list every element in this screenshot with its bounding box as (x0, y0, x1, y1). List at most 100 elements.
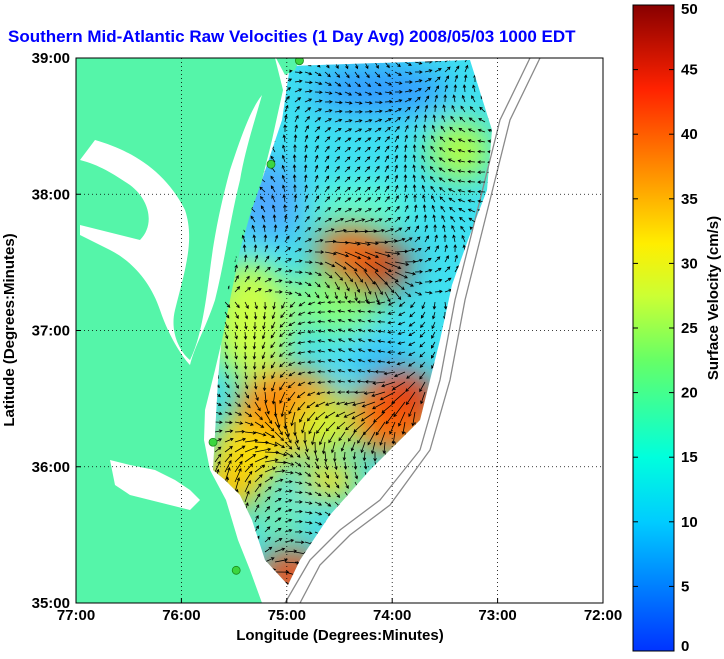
x-tick-label: 72:00 (584, 607, 622, 624)
velocity-arrow (367, 431, 376, 446)
velocity-arrow (271, 391, 276, 405)
velocity-arrow (461, 94, 466, 103)
velocity-arrow (280, 311, 286, 319)
velocity-arrow (264, 467, 277, 473)
velocity-arrow (234, 371, 239, 380)
velocity-arrow (431, 195, 436, 203)
velocity-arrow (294, 114, 299, 123)
velocity-arrow (270, 361, 276, 369)
velocity-arrow (334, 109, 343, 114)
velocity-arrow (284, 470, 294, 475)
velocity-arrow (354, 146, 361, 153)
velocity-arrow (374, 175, 380, 183)
velocity-arrow (384, 165, 389, 173)
velocity-arrow (394, 116, 401, 123)
velocity-arrow (234, 381, 239, 389)
velocity-arrow (354, 101, 363, 105)
velocity-arrow (324, 136, 331, 143)
x-tick-label: 77:00 (57, 607, 95, 624)
velocity-arrow (307, 320, 316, 325)
velocity-arrow (234, 351, 238, 360)
velocity-arrow (384, 251, 401, 256)
velocity-arrow (314, 184, 319, 193)
velocity-arrow (314, 501, 323, 506)
velocity-arrow (367, 338, 376, 343)
colorbar: 0 5 10 15 20 25 30 35 40 45 50 Surface Velocity (c… (632, 1, 722, 655)
velocity-arrow (254, 483, 262, 493)
velocity-arrow (352, 451, 357, 460)
velocity-arrow (393, 371, 406, 378)
velocity-arrow (334, 218, 345, 223)
velocity-arrow (314, 135, 320, 143)
velocity-arrow (334, 196, 341, 203)
velocity-arrow (394, 174, 399, 183)
velocity-arrow (364, 229, 378, 233)
velocity-arrow (431, 331, 436, 339)
velocity-arrow (366, 300, 376, 305)
velocity-arrow (360, 411, 376, 422)
velocity-arrow (335, 411, 346, 417)
velocity-arrow (304, 80, 313, 85)
velocity-arrow (262, 381, 267, 392)
velocity-arrow (450, 215, 456, 223)
velocity-arrow (467, 208, 476, 213)
velocity-arrow (414, 105, 420, 113)
velocity-arrow (433, 104, 438, 113)
velocity-arrow (324, 185, 330, 193)
velocity-arrow (324, 271, 333, 279)
velocity-arrow (327, 379, 336, 384)
velocity-arrow (294, 431, 299, 444)
velocity-arrow (290, 411, 296, 427)
velocity-arrow (284, 528, 293, 533)
velocity-arrow (424, 86, 431, 93)
velocity-arrow (429, 166, 436, 173)
velocity-arrow (374, 91, 383, 96)
velocity-arrow (317, 310, 326, 314)
velocity-arrow (344, 421, 356, 431)
velocity-arrow (224, 351, 229, 360)
velocity-arrow (404, 124, 409, 133)
velocity-arrow (424, 78, 432, 83)
velocity-arrow (284, 499, 293, 503)
velocity-arrow (284, 538, 295, 543)
velocity-arrow (396, 361, 406, 366)
velocity-arrow (423, 114, 428, 123)
velocity-arrow (307, 301, 316, 306)
velocity-arrow (447, 188, 456, 193)
velocity-arrow (287, 351, 296, 356)
velocity-arrow (374, 196, 381, 203)
velocity-arrow (325, 421, 336, 432)
velocity-arrow (234, 429, 246, 434)
velocity-arrow (244, 321, 248, 330)
velocity-arrow (459, 116, 466, 123)
velocity-arrow (274, 488, 283, 493)
velocity-arrow (384, 145, 390, 153)
y-tick-label: 39:00 (32, 50, 70, 67)
velocity-arrow (477, 189, 486, 194)
velocity-arrow (317, 349, 326, 353)
velocity-arrow (287, 391, 296, 402)
delaware-tip (276, 58, 300, 75)
velocity-arrow (244, 381, 249, 390)
velocity-arrow (307, 381, 316, 385)
velocity-arrow (354, 241, 371, 246)
velocity-arrow (344, 291, 348, 300)
velocity-arrow (271, 194, 276, 203)
velocity-arrow (403, 174, 408, 183)
velocity-arrow (333, 451, 337, 463)
velocity-arrow (342, 451, 347, 462)
velocity-arrow (324, 118, 332, 123)
velocity-arrow (306, 401, 316, 409)
velocity-arrow (449, 206, 456, 213)
velocity-arrow (366, 369, 376, 373)
velocity-arrow (357, 328, 366, 333)
velocity-arrow (244, 311, 249, 320)
velocity-arrow (288, 321, 296, 327)
velocity-arrow (283, 214, 288, 223)
velocity-arrow (352, 401, 366, 407)
velocity-arrow (293, 184, 297, 193)
velocity-arrow (367, 319, 376, 323)
velocity-arrow (424, 235, 429, 243)
velocity-arrow (382, 441, 386, 455)
velocity-arrow (394, 71, 402, 76)
